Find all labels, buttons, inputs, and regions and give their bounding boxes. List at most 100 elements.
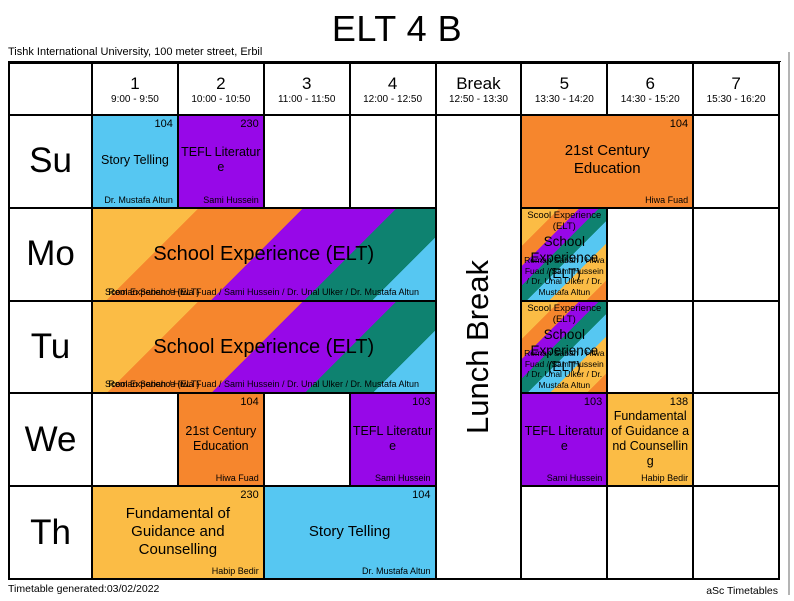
column-header-period-7: 7 15:30 - 16:20: [694, 64, 778, 114]
lesson-th-fundamental-guidance[interactable]: 230 Fundamental of Guidance and Counsell…: [93, 487, 263, 578]
corner-cell: [10, 64, 91, 114]
room-number: 138: [669, 396, 689, 409]
column-header-period-2: 2 10:00 - 10:50: [178, 64, 263, 114]
empty-cell: [694, 116, 778, 207]
lesson-su-tefl-literature[interactable]: 230 TEFL Literature Sami Hussein: [178, 116, 263, 207]
period-number: 1: [130, 73, 140, 93]
subject-label: School Experience (ELT): [153, 243, 375, 266]
period-time: 14:30 - 15:20: [620, 94, 680, 106]
asc-timetables-credit: aSc Timetables: [706, 585, 778, 597]
day-header-monday: Mo: [10, 208, 91, 300]
period-time: 10:00 - 10:50: [191, 94, 251, 106]
empty-cell: [93, 394, 177, 486]
lesson-tu-school-experience[interactable]: School Experience (ELT) Scool Experience…: [93, 301, 435, 393]
lesson-su-story-telling[interactable]: 104 Story Telling Dr. Mustafa Altun: [93, 116, 177, 207]
teacher-label: Sami Hussein: [546, 473, 603, 484]
column-header-period-3: 3 11:00 - 11:50: [264, 64, 349, 114]
day-header-tuesday: Tu: [10, 301, 91, 393]
teachers-label: Reman Sabah / Hiwa Fuad / Sami Hussein /…: [108, 379, 420, 390]
teachers-label: Reman Sabah / Hiwa Fuad / Sami Hussein /…: [524, 255, 605, 297]
empty-cell: [264, 394, 349, 486]
empty-cell: [264, 116, 349, 207]
subject-label: TEFL Literature: [181, 145, 261, 175]
room-number: 104: [412, 489, 431, 502]
lesson-mo-school-experience[interactable]: School Experience (ELT) Scool Experience…: [93, 208, 435, 300]
column-header-period-4: 4 12:00 - 12:50: [350, 64, 435, 114]
empty-cell: [694, 394, 778, 486]
period-time: 13:30 - 14:20: [534, 94, 594, 106]
period-number: Break: [456, 73, 501, 93]
empty-cell: [694, 208, 778, 300]
subject-label: Fundamental of Guidance and Counselling: [125, 504, 230, 558]
teacher-label: Hiwa Fuad: [645, 194, 689, 205]
period-number: 4: [387, 73, 398, 93]
teacher-label: Dr. Mustafa Altun: [361, 566, 431, 576]
day-header-thursday: Th: [10, 487, 91, 578]
empty-cell: [694, 487, 778, 578]
lesson-th-story-telling[interactable]: 104 Story Telling Dr. Mustafa Altun: [264, 487, 435, 578]
subject-mid-label: School Experience (ELT): [530, 326, 599, 374]
lesson-we-21st-century-education[interactable]: 104 21st Century Education Hiwa Fuad: [178, 394, 263, 486]
subject-label: Story Telling: [308, 522, 391, 540]
overlay-subject-label: Scool Experience (ELT): [105, 379, 200, 390]
empty-cell: [522, 487, 607, 578]
day-header-wednesday: We: [10, 394, 91, 486]
room-number: 103: [412, 396, 431, 409]
page-title: ELT 4 B: [331, 8, 463, 49]
teacher-label: Hiwa Fuad: [215, 473, 259, 484]
period-time: 9:00 - 9:50: [111, 94, 159, 106]
room-number: 104: [669, 118, 689, 130]
lesson-tu-school-experience-p5[interactable]: Scool Experience (ELT) School Experience…: [522, 301, 607, 393]
subject-label: 21st Century Education: [564, 142, 650, 178]
teachers-label: Reman Sabah / Hiwa Fuad / Sami Hussein /…: [524, 347, 605, 390]
empty-cell: [694, 301, 778, 393]
lunch-break-label: Lunch Break: [460, 259, 496, 435]
page-subtitle: Tishk International University, 100 mete…: [8, 46, 781, 62]
teacher-label: Sami Hussein: [374, 473, 431, 484]
room-number: 230: [240, 118, 259, 130]
empty-cell: [350, 116, 435, 207]
teachers-label: Reman Sabah / Hiwa Fuad / Sami Hussein /…: [108, 286, 420, 297]
period-number: 5: [559, 73, 570, 93]
teacher-label: Dr. Mustafa Altun: [104, 194, 173, 205]
period-number: 2: [216, 73, 226, 93]
lesson-we-tefl-literature-p4[interactable]: 103 TEFL Literature Sami Hussein: [350, 394, 435, 486]
period-number: 6: [645, 73, 655, 93]
teacher-label: Habip Bedir: [211, 566, 259, 576]
period-time: 12:00 - 12:50: [363, 94, 423, 106]
room-number: 104: [154, 118, 173, 130]
period-number: 3: [301, 73, 312, 93]
empty-cell: [608, 487, 693, 578]
subject-mid-label: School Experience (ELT): [530, 233, 599, 282]
subject-label: 21st Century Education: [185, 423, 257, 453]
period-time: 12:50 - 13:30: [448, 94, 508, 106]
room-number: 104: [240, 396, 259, 409]
subject-top-label: Scool Experience (ELT): [527, 209, 602, 233]
column-header-period-6: 6 14:30 - 15:20: [608, 64, 693, 114]
column-header-period-5: 5 13:30 - 14:20: [522, 64, 607, 114]
subject-label: TEFL Literature: [524, 423, 605, 453]
period-number: 7: [731, 73, 741, 93]
subject-top-label: Scool Experience (ELT): [527, 302, 602, 325]
column-header-break: Break 12:50 - 13:30: [436, 64, 521, 114]
period-time: 11:00 - 11:50: [277, 94, 336, 106]
period-time: 15:30 - 16:20: [706, 94, 766, 106]
lunch-break-cell: Lunch Break: [436, 116, 521, 578]
subject-label: Story Telling: [101, 152, 169, 167]
teacher-label: Sami Hussein: [203, 194, 259, 205]
subject-label: School Experience (ELT): [153, 335, 375, 358]
lesson-we-tefl-literature-p5[interactable]: 103 TEFL Literature Sami Hussein: [522, 394, 607, 486]
lesson-we-fundamental-guidance[interactable]: 138 Fundamental of Guidance and Counsell…: [608, 394, 693, 486]
day-header-sunday: Su: [10, 116, 91, 207]
room-number: 103: [583, 396, 603, 409]
lesson-su-21st-century-education[interactable]: 104 21st Century Education Hiwa Fuad: [522, 116, 693, 207]
generated-timestamp: Timetable generated:03/02/2022: [8, 583, 160, 595]
empty-cell: [608, 301, 693, 393]
page-edge-line: [788, 52, 790, 595]
overlay-subject-label: Scool Experience (ELT): [105, 286, 200, 297]
lesson-mo-school-experience-p5[interactable]: Scool Experience (ELT) School Experience…: [522, 208, 607, 300]
teacher-label: Habip Bedir: [641, 473, 689, 484]
empty-cell: [608, 208, 693, 300]
room-number: 230: [240, 489, 259, 502]
timetable-grid: 1 9:00 - 9:50 2 10:00 - 10:50 3 11:00 - …: [8, 62, 780, 580]
